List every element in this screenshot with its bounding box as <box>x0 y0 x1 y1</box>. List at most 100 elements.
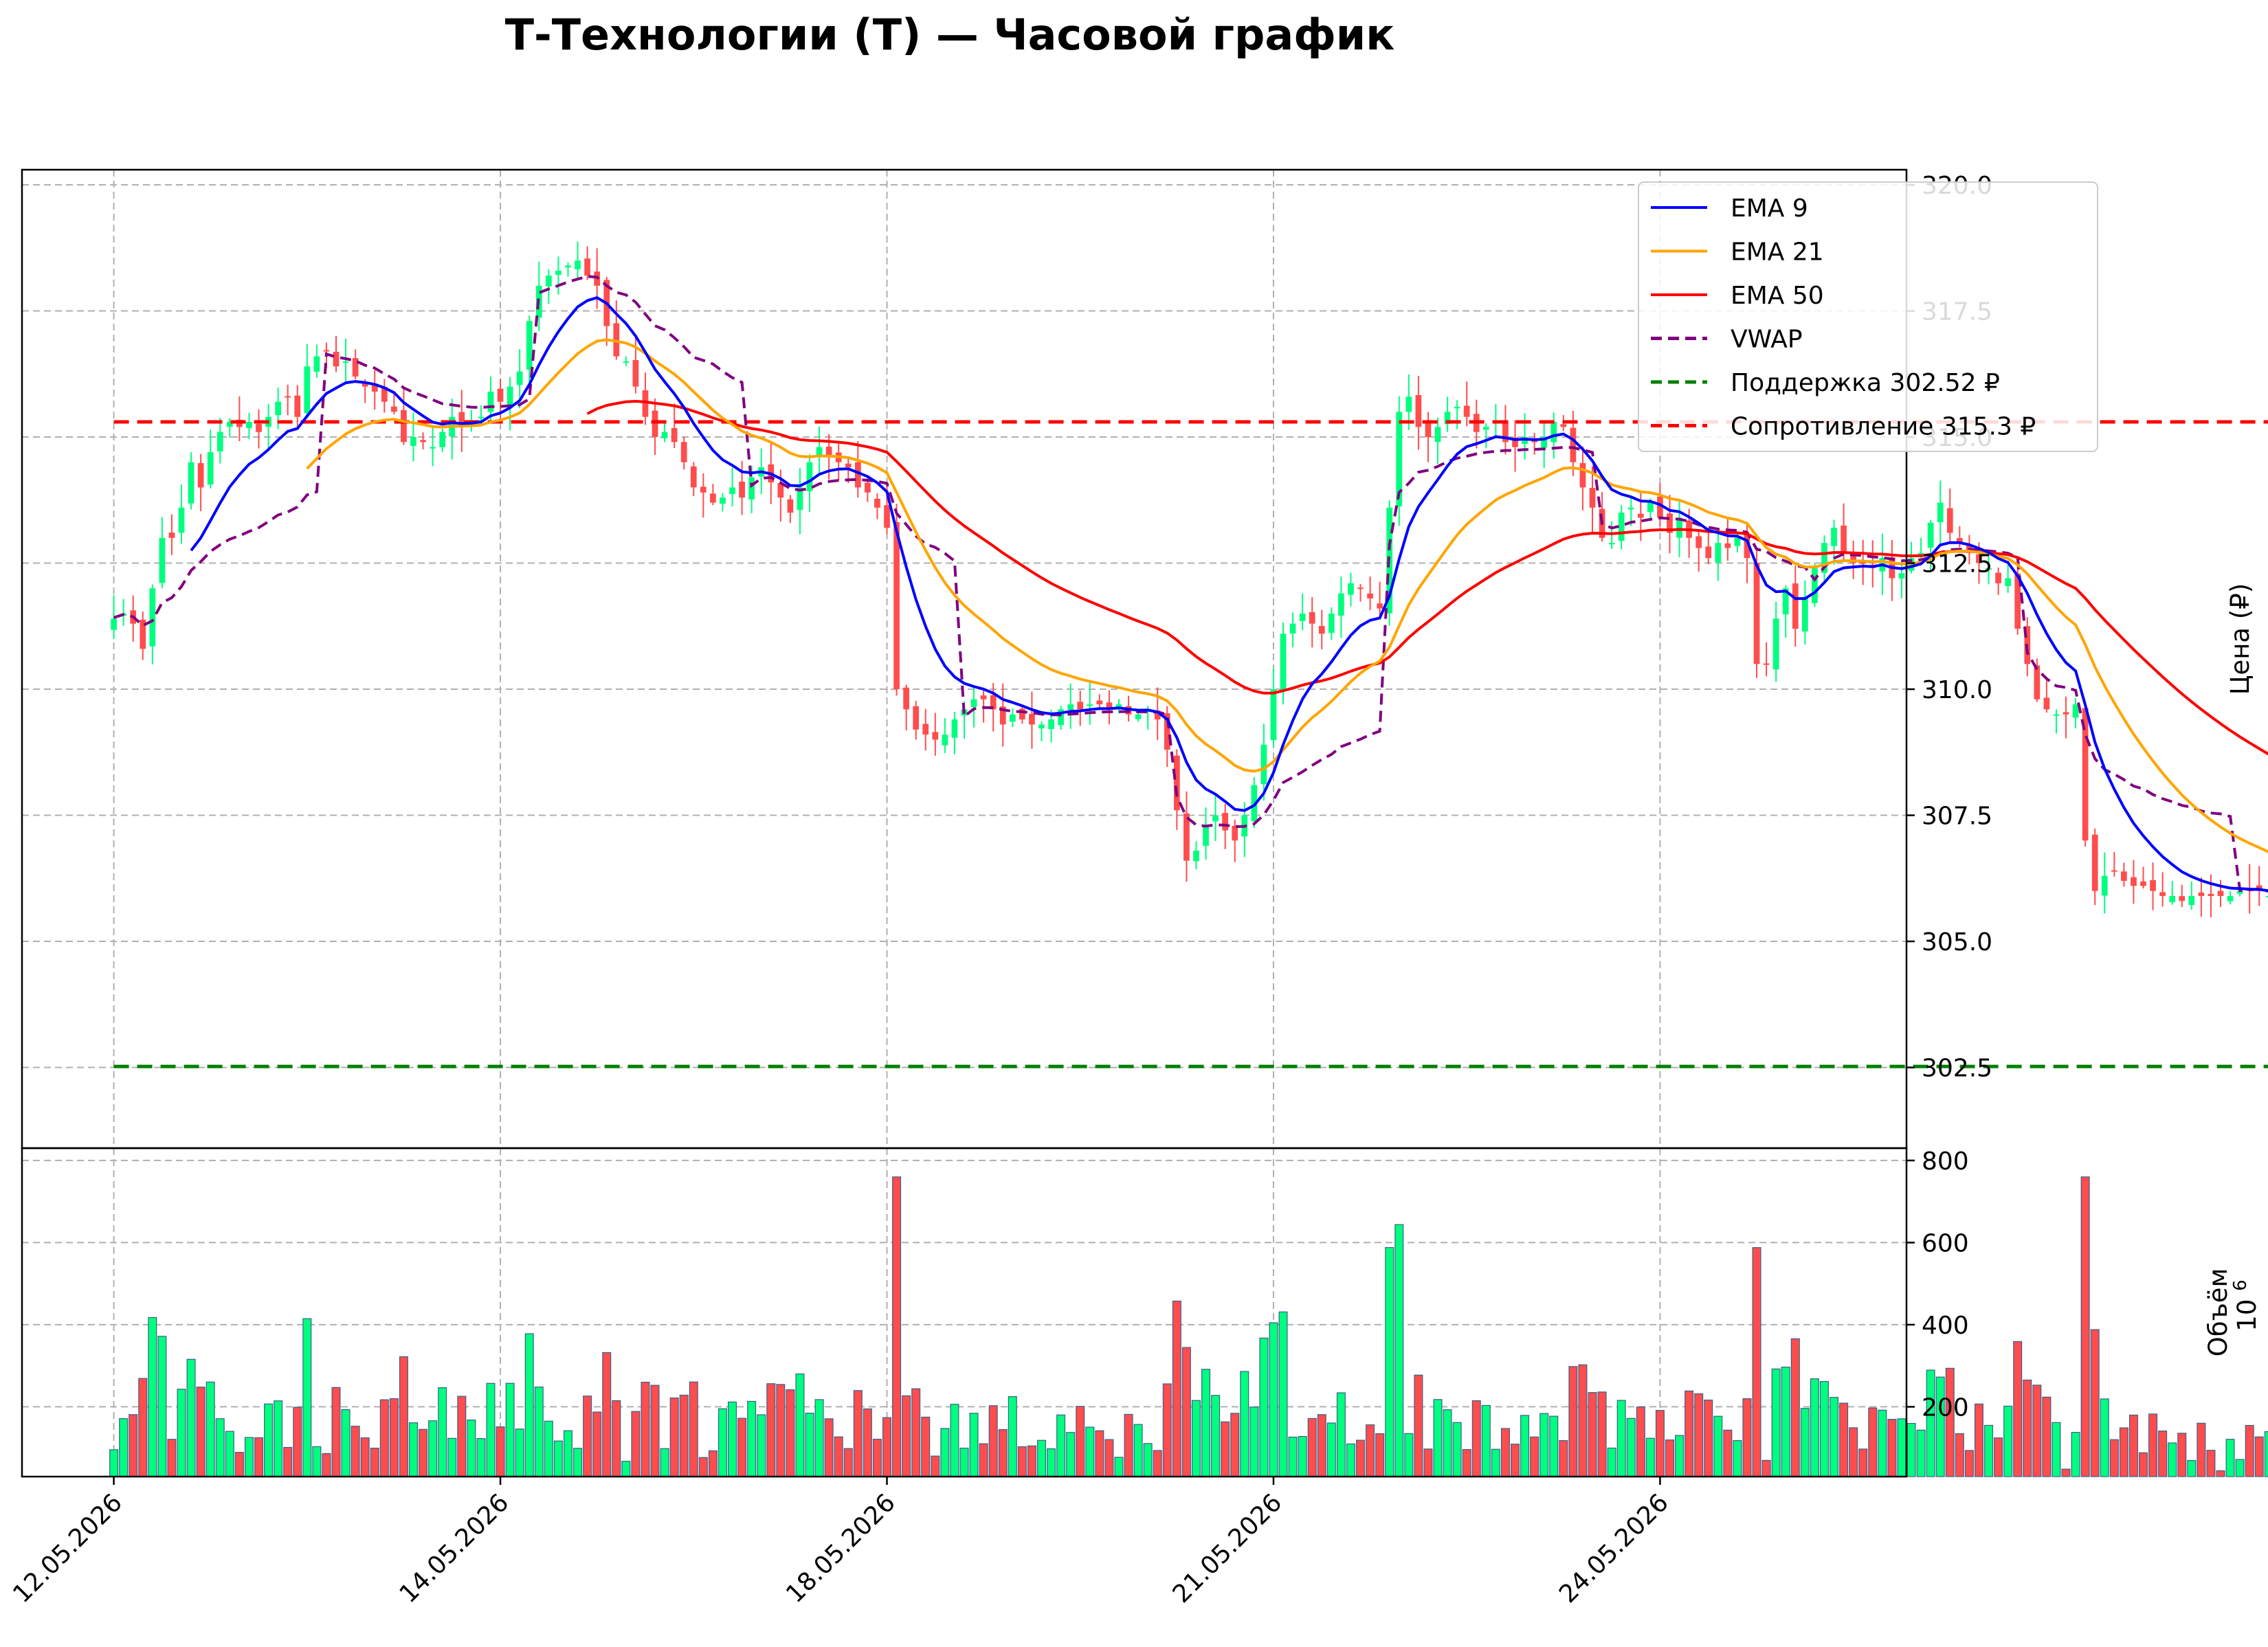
candle-body <box>2072 704 2079 718</box>
volume-bar <box>2168 1442 2177 1477</box>
legend-label: EMA 9 <box>1731 194 1808 223</box>
candle-body <box>700 486 707 493</box>
volume-bar <box>1868 1407 1878 1477</box>
candle-body <box>690 466 697 488</box>
price-tick-label: 310.0 <box>1922 676 1992 704</box>
volume-bar <box>1704 1399 1713 1477</box>
candle-body <box>913 706 920 730</box>
candle-body <box>1715 543 1722 563</box>
volume-bar <box>331 1387 341 1477</box>
volume-bar <box>921 1416 931 1477</box>
legend-label: Сопротивление 315.3 ₽ <box>1731 413 2036 441</box>
volume-tick-label: 200 <box>1922 1393 1969 1422</box>
candle-body <box>149 588 156 647</box>
candle-body <box>2265 895 2268 897</box>
volume-bar <box>2023 1379 2032 1477</box>
volume-bar <box>1800 1408 1810 1477</box>
volume-bar <box>2119 1427 2128 1477</box>
candle-body <box>1531 440 1537 442</box>
candle-body <box>565 265 571 268</box>
candle-body <box>2005 578 2012 586</box>
candle-body <box>1772 618 1779 670</box>
candle-body <box>720 497 726 504</box>
candle-body <box>613 323 620 357</box>
candle-body <box>1696 536 1702 548</box>
candle-body <box>1048 719 1054 730</box>
candle-body <box>1956 538 1963 544</box>
volume-bar <box>573 1448 583 1477</box>
candle-body <box>1502 420 1509 442</box>
volume-bar <box>1114 1457 1124 1477</box>
volume-bar <box>1307 1418 1317 1477</box>
candle-body <box>1792 583 1799 629</box>
volume-bar <box>1288 1436 1298 1477</box>
candle-body <box>797 487 803 511</box>
candle-body <box>197 463 204 488</box>
candle-body <box>526 321 533 370</box>
candle-body <box>1801 598 1808 632</box>
vwap-line <box>113 275 2268 893</box>
volume-bar <box>1017 1446 1027 1477</box>
volume-bar <box>592 1411 602 1477</box>
candle-body <box>671 428 678 442</box>
candle-body <box>439 432 446 447</box>
candle-body <box>1396 412 1403 506</box>
volume-y-axis: 200 400 600 800 <box>1906 1147 1969 1422</box>
volume-bar <box>843 1448 853 1477</box>
volume-bar <box>641 1382 650 1477</box>
volume-bar <box>959 1447 969 1477</box>
volume-bar <box>534 1387 544 1477</box>
volume-bar <box>1897 1418 1906 1477</box>
volume-bar <box>1665 1439 1674 1477</box>
candle-body <box>294 395 301 417</box>
candle-body <box>816 447 823 458</box>
volume-bar <box>1201 1369 1211 1477</box>
candle-body <box>1482 427 1489 430</box>
volume-bar <box>1955 1433 1964 1477</box>
x-tick-label: 24.05.2026 <box>1554 1488 1674 1609</box>
volume-tick-label: 800 <box>1922 1147 1969 1176</box>
volume-bar <box>148 1317 157 1477</box>
volume-bar <box>1452 1422 1462 1477</box>
volume-bar <box>2254 1436 2264 1477</box>
candle-body <box>1425 421 1432 438</box>
candle-body <box>1724 543 1731 548</box>
candle-body <box>710 493 716 503</box>
volume-bar <box>1830 1397 1839 1477</box>
candle-body <box>2053 714 2060 716</box>
volume-bar <box>524 1333 534 1477</box>
volume-bar <box>660 1448 669 1477</box>
candle-body <box>333 352 340 367</box>
candle-body <box>458 412 465 427</box>
volume-bar <box>1761 1459 1771 1477</box>
candle-body <box>1173 755 1180 811</box>
volume-bar <box>1433 1399 1443 1477</box>
volume-bar <box>1143 1443 1153 1477</box>
volume-bar <box>612 1400 621 1477</box>
volume-bar <box>322 1453 331 1477</box>
volume-bar <box>950 1404 959 1477</box>
volume-bar <box>1124 1413 1133 1477</box>
volume-bar <box>1423 1448 1433 1477</box>
volume-bar <box>1278 1311 1288 1477</box>
volume-bar <box>1066 1432 1076 1477</box>
volume-bar <box>447 1437 457 1477</box>
volume-bar <box>1588 1392 1597 1477</box>
volume-bar <box>892 1176 902 1477</box>
volume-bar <box>428 1420 438 1477</box>
volume-bar <box>515 1428 524 1477</box>
volume-bar <box>728 1401 737 1477</box>
volume-bar <box>1742 1398 1752 1477</box>
volume-bar <box>254 1437 264 1477</box>
candle-body <box>381 386 388 402</box>
volume-bar <box>631 1411 641 1477</box>
volume-bar <box>2042 1396 2052 1477</box>
volume-bar <box>2264 1431 2268 1477</box>
candle-body <box>1444 412 1451 425</box>
volume-bar <box>1530 1436 1539 1477</box>
candle-body <box>246 422 252 429</box>
volume-bar <box>1259 1337 1269 1477</box>
volume-bar <box>1346 1443 1355 1477</box>
volume-bar <box>1317 1414 1326 1477</box>
candle-body <box>2063 712 2069 715</box>
